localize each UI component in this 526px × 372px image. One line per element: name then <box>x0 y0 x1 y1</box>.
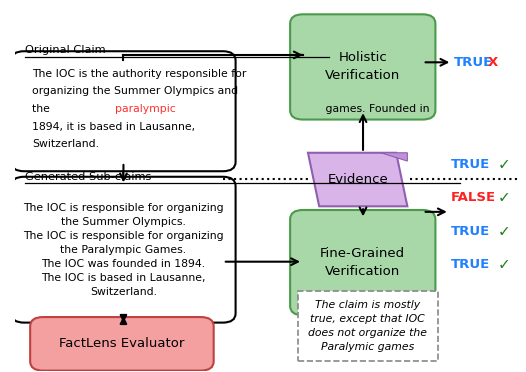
Text: ✓: ✓ <box>498 224 511 238</box>
Text: 1894, it is based in Lausanne,: 1894, it is based in Lausanne, <box>32 122 195 132</box>
Text: The IOC is responsible for organizing
the Summer Olympics.
The IOC is responsibl: The IOC is responsible for organizing th… <box>23 203 224 297</box>
Text: paralympic: paralympic <box>115 104 176 114</box>
Text: TRUE: TRUE <box>451 258 490 271</box>
FancyBboxPatch shape <box>30 317 214 371</box>
FancyBboxPatch shape <box>290 210 436 315</box>
Text: organizing the Summer Olympics and: organizing the Summer Olympics and <box>32 86 238 96</box>
Text: ✓: ✓ <box>498 157 511 172</box>
Text: The IOC is the authority responsible for: The IOC is the authority responsible for <box>32 68 247 78</box>
Text: games. Founded in: games. Founded in <box>322 104 429 114</box>
Text: Holistic
Verification: Holistic Verification <box>325 51 400 83</box>
Text: ✓: ✓ <box>498 257 511 272</box>
Text: FactLens Evaluator: FactLens Evaluator <box>59 337 185 350</box>
Text: ✓: ✓ <box>498 190 511 205</box>
Polygon shape <box>381 153 407 161</box>
Text: The claim is mostly
true, except that IOC
does not organize the
Paralymic games: The claim is mostly true, except that IO… <box>308 300 427 352</box>
Text: Original Claim: Original Claim <box>25 45 106 55</box>
Bar <box>298 291 438 361</box>
Text: FALSE: FALSE <box>451 191 496 204</box>
Text: the: the <box>32 104 54 114</box>
Text: TRUE: TRUE <box>454 56 493 69</box>
FancyBboxPatch shape <box>11 51 236 171</box>
Text: Fine-Grained
Verification: Fine-Grained Verification <box>320 247 406 278</box>
Text: X: X <box>488 56 498 69</box>
Text: TRUE: TRUE <box>451 225 490 238</box>
Text: Generated Sub-claims: Generated Sub-claims <box>25 171 151 182</box>
Polygon shape <box>308 153 407 206</box>
Text: TRUE: TRUE <box>451 158 490 171</box>
FancyBboxPatch shape <box>11 177 236 323</box>
Text: Switzerland.: Switzerland. <box>32 140 99 150</box>
FancyBboxPatch shape <box>290 14 436 119</box>
Text: Evidence: Evidence <box>327 173 388 186</box>
